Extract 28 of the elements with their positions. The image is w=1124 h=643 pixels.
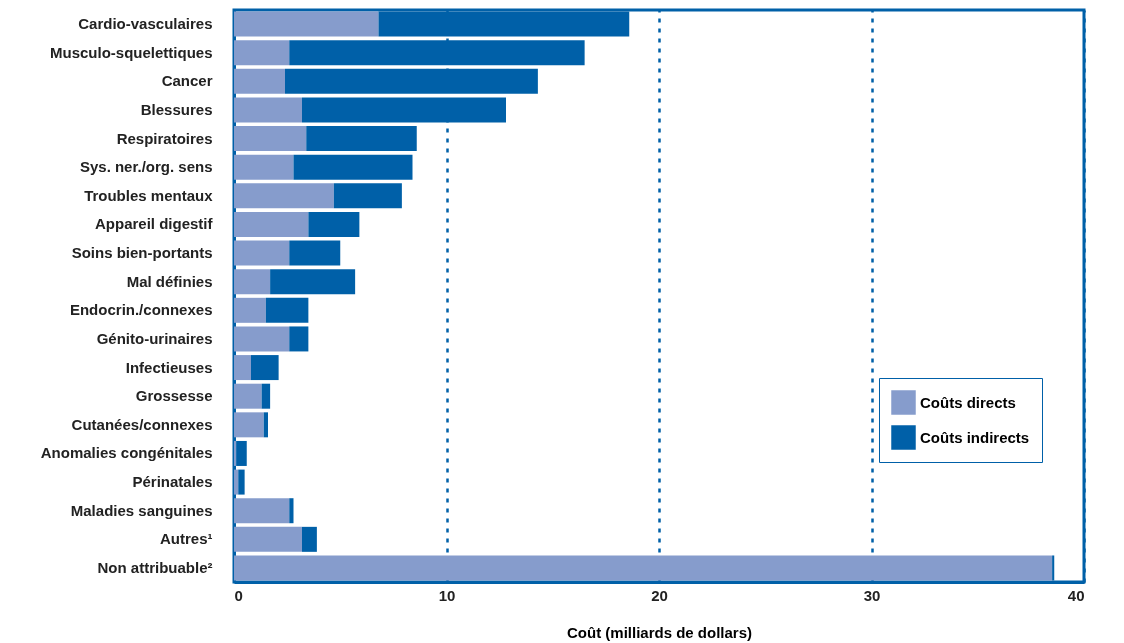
x-tick-label: 30 (863, 586, 881, 604)
y-tick-label: Grossesse (135, 387, 213, 405)
y-tick-label: Autres¹ (159, 530, 213, 548)
y-tick-label: Respiratoires (116, 129, 213, 147)
x-tick-label: 0 (234, 586, 243, 604)
y-tick-label: Appareil digestif (94, 215, 214, 233)
y-tick-label: Cancer (161, 72, 213, 90)
y-tick-label: Infectieuses (125, 358, 213, 376)
y-tick-label: Mal définies (126, 272, 213, 290)
y-tick-label: Anomalies congénitales (40, 444, 213, 462)
y-tick-label: Non attribuable² (97, 558, 213, 576)
legend-label: Coûts indirects (920, 428, 1030, 446)
y-tick-label: Sys. ner./org. sens (79, 158, 213, 176)
y-tick-label: Cutanées/connexes (71, 415, 213, 433)
y-tick-label: Maladies sanguines (70, 501, 213, 519)
x-tick-label: 10 (438, 586, 456, 604)
y-tick-label: Soins bien-portants (71, 244, 213, 262)
y-tick-label: Endocrin./connexes (69, 301, 213, 319)
x-tick-label: 40 (1067, 586, 1085, 604)
x-axis-title: Coût (milliards de dollars) (566, 623, 753, 641)
y-tick-label: Périnatales (132, 473, 213, 491)
y-tick-label: Troubles mentaux (84, 186, 214, 204)
y-tick-label: Cardio-vasculaires (78, 15, 213, 33)
legend-label: Coûts directs (920, 393, 1016, 411)
y-tick-label: Musculo-squelettiques (49, 43, 213, 61)
y-tick-label: Blessures (140, 100, 213, 118)
y-tick-label: Génito-urinaires (96, 329, 213, 347)
x-tick-label: 20 (651, 586, 668, 604)
